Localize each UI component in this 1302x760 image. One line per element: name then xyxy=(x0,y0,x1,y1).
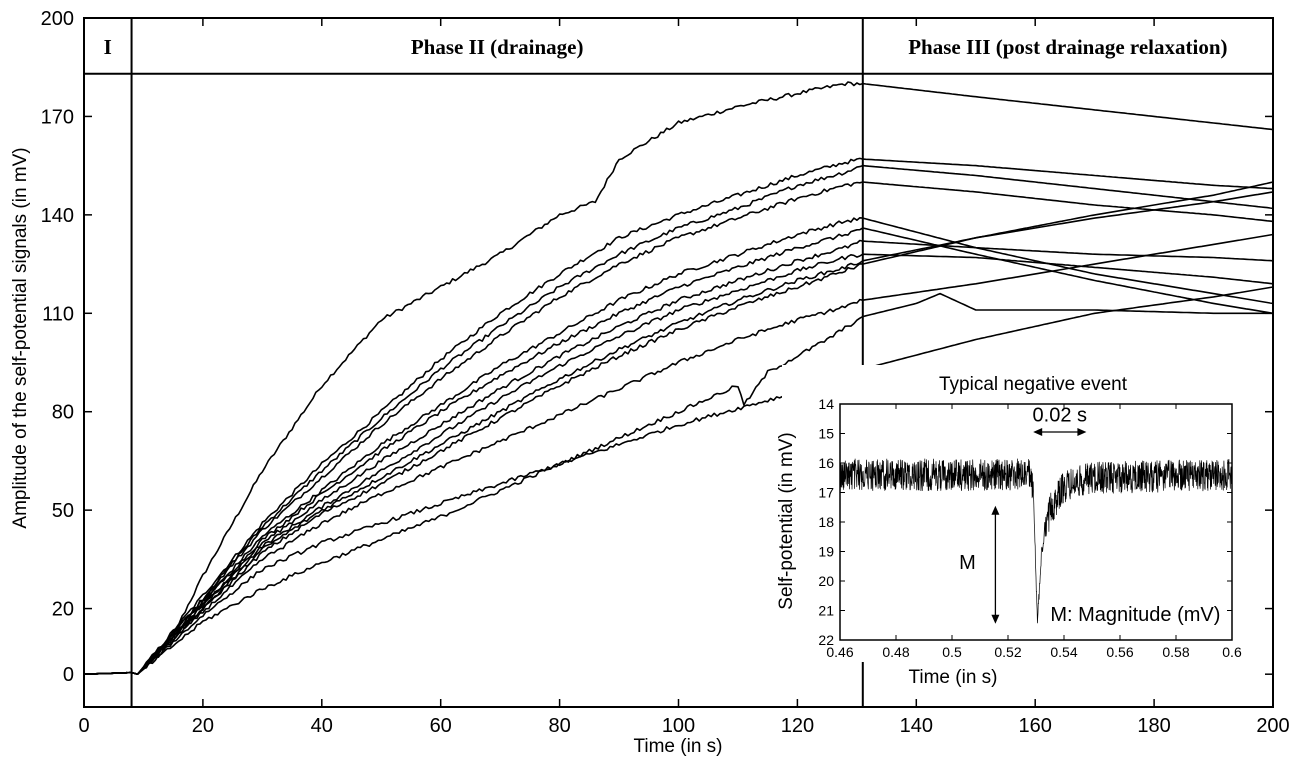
y-tick-label: 140 xyxy=(41,205,74,227)
inset-x-tick-label: 0.56 xyxy=(1106,644,1133,660)
inset-y-tick-label: 17 xyxy=(818,485,834,501)
series-line-9 xyxy=(83,181,1274,675)
x-tick-label: 80 xyxy=(548,715,570,737)
series-line-13 xyxy=(83,292,1273,675)
series-line-5 xyxy=(83,217,1274,675)
inset-x-axis-title: Time (in s) xyxy=(908,667,997,688)
inset-x-tick-label: 0.48 xyxy=(882,644,909,660)
series-line-4 xyxy=(83,181,1274,675)
inset-background xyxy=(782,365,1222,662)
magnitude-symbol: M xyxy=(959,552,976,574)
y-tick-label: 80 xyxy=(52,402,74,424)
duration-label: 0.02 s xyxy=(1033,405,1087,427)
series-line-3 xyxy=(83,164,1274,675)
x-tick-label: 200 xyxy=(1256,715,1289,737)
inset-y-tick-label: 19 xyxy=(818,544,834,560)
phase-label-3: Phase III (post drainage relaxation) xyxy=(908,35,1227,59)
inset-y-tick-labels: 14 15 16 17 18 19 20 21 22 xyxy=(818,396,834,648)
y-tick-label: 200 xyxy=(41,8,74,30)
x-tick-label: 0 xyxy=(78,715,89,737)
x-tick-label: 60 xyxy=(430,715,452,737)
inset-title: Typical negative event xyxy=(939,374,1128,395)
inset-y-tick-label: 22 xyxy=(818,632,834,648)
phase-label-2: Phase II (drainage) xyxy=(411,35,584,59)
series-line-1 xyxy=(83,81,1274,675)
series-line-10 xyxy=(83,191,1274,675)
y-tick-label: 50 xyxy=(52,500,74,522)
inset-y-tick-label: 21 xyxy=(818,603,834,619)
inset-x-tick-label: 0.6 xyxy=(1222,644,1242,660)
y-tick-labels: 0 20 50 80 110 140 170 200 xyxy=(41,8,74,686)
magnitude-arrowhead-bottom xyxy=(991,614,1000,624)
x-tick-label: 140 xyxy=(900,715,933,737)
y-tick-label: 20 xyxy=(52,599,74,621)
x-tick-label: 180 xyxy=(1137,715,1170,737)
magnitude-arrowhead-top xyxy=(991,505,1000,515)
inset-y-tick-label: 18 xyxy=(818,514,834,530)
inset-y-axis-title: Self-potential (in mV) xyxy=(776,432,797,609)
inset-y-tick-label: 16 xyxy=(818,455,834,471)
main-tick-marks xyxy=(83,17,1274,707)
x-axis-title: Time (in s) xyxy=(633,736,722,757)
inset-x-tick-label: 0.58 xyxy=(1162,644,1189,660)
x-tick-label: 160 xyxy=(1019,715,1052,737)
y-axis-title: Amplitude of the self-potential signals … xyxy=(10,147,31,528)
magnitude-legend: M: Magnitude (mV) xyxy=(1050,604,1220,626)
series-line-7 xyxy=(83,239,1274,675)
inset-x-tick-label: 0.5 xyxy=(942,644,962,660)
phase-label-1: I xyxy=(104,35,112,59)
main-series-group xyxy=(83,81,1274,675)
x-tick-label: 20 xyxy=(192,715,214,737)
duration-arrowhead-left xyxy=(1033,428,1043,437)
x-tick-labels: 0 20 40 60 80 100 120 140 160 180 200 xyxy=(78,715,1289,737)
x-tick-label: 40 xyxy=(311,715,333,737)
y-tick-label: 0 xyxy=(63,664,74,686)
inset-panel: Typical negative event 0.46 0.48 0.5 0.5… xyxy=(776,365,1242,688)
inset-tick-marks xyxy=(839,403,1233,641)
inset-y-tick-label: 15 xyxy=(818,426,834,442)
inset-signal-line xyxy=(839,458,1233,624)
x-tick-label: 120 xyxy=(781,715,814,737)
x-tick-label: 100 xyxy=(662,715,695,737)
inset-x-tick-label: 0.52 xyxy=(994,644,1021,660)
inset-x-tick-label: 0.54 xyxy=(1050,644,1077,660)
series-line-2 xyxy=(83,157,1274,675)
inset-y-tick-label: 20 xyxy=(818,573,834,589)
series-line-8 xyxy=(83,253,1274,675)
series-line-6 xyxy=(83,227,1274,675)
inset-x-tick-labels: 0.46 0.48 0.5 0.52 0.54 0.56 0.58 0.6 xyxy=(826,644,1242,660)
y-tick-label: 170 xyxy=(41,106,74,128)
duration-arrowhead-right xyxy=(1077,428,1087,437)
series-line-12 xyxy=(83,286,1274,675)
inset-y-tick-label: 14 xyxy=(818,396,834,412)
inset-series-group xyxy=(839,458,1233,624)
series-line-11 xyxy=(83,233,1274,675)
y-tick-label: 110 xyxy=(42,303,74,325)
inset-x-tick-label: 0.46 xyxy=(826,644,853,660)
